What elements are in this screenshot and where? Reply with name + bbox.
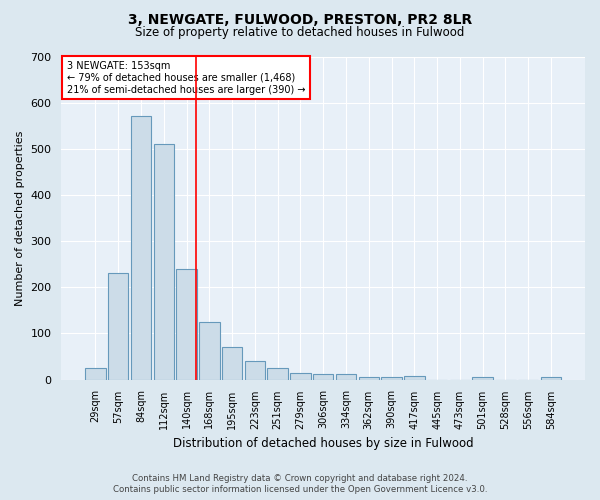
Bar [268, 368, 288, 380]
Bar [290, 373, 311, 380]
Bar [176, 269, 197, 380]
Bar [222, 348, 242, 380]
Bar [245, 361, 265, 380]
X-axis label: Distribution of detached houses by size in Fulwood: Distribution of detached houses by size … [173, 437, 473, 450]
Bar [154, 144, 174, 380]
Text: 3 NEWGATE: 153sqm
← 79% of detached houses are smaller (1,468)
21% of semi-detac: 3 NEWGATE: 153sqm ← 79% of detached hous… [67, 62, 305, 94]
Bar [85, 368, 106, 380]
Text: 3, NEWGATE, FULWOOD, PRESTON, PR2 8LR: 3, NEWGATE, FULWOOD, PRESTON, PR2 8LR [128, 12, 472, 26]
Bar [336, 374, 356, 380]
Bar [541, 378, 561, 380]
Bar [404, 376, 425, 380]
Bar [381, 378, 402, 380]
Y-axis label: Number of detached properties: Number of detached properties [15, 130, 25, 306]
Bar [472, 378, 493, 380]
Bar [313, 374, 334, 380]
Text: Size of property relative to detached houses in Fulwood: Size of property relative to detached ho… [136, 26, 464, 39]
Bar [131, 116, 151, 380]
Bar [199, 322, 220, 380]
Text: Contains HM Land Registry data © Crown copyright and database right 2024.
Contai: Contains HM Land Registry data © Crown c… [113, 474, 487, 494]
Bar [359, 378, 379, 380]
Bar [108, 274, 128, 380]
